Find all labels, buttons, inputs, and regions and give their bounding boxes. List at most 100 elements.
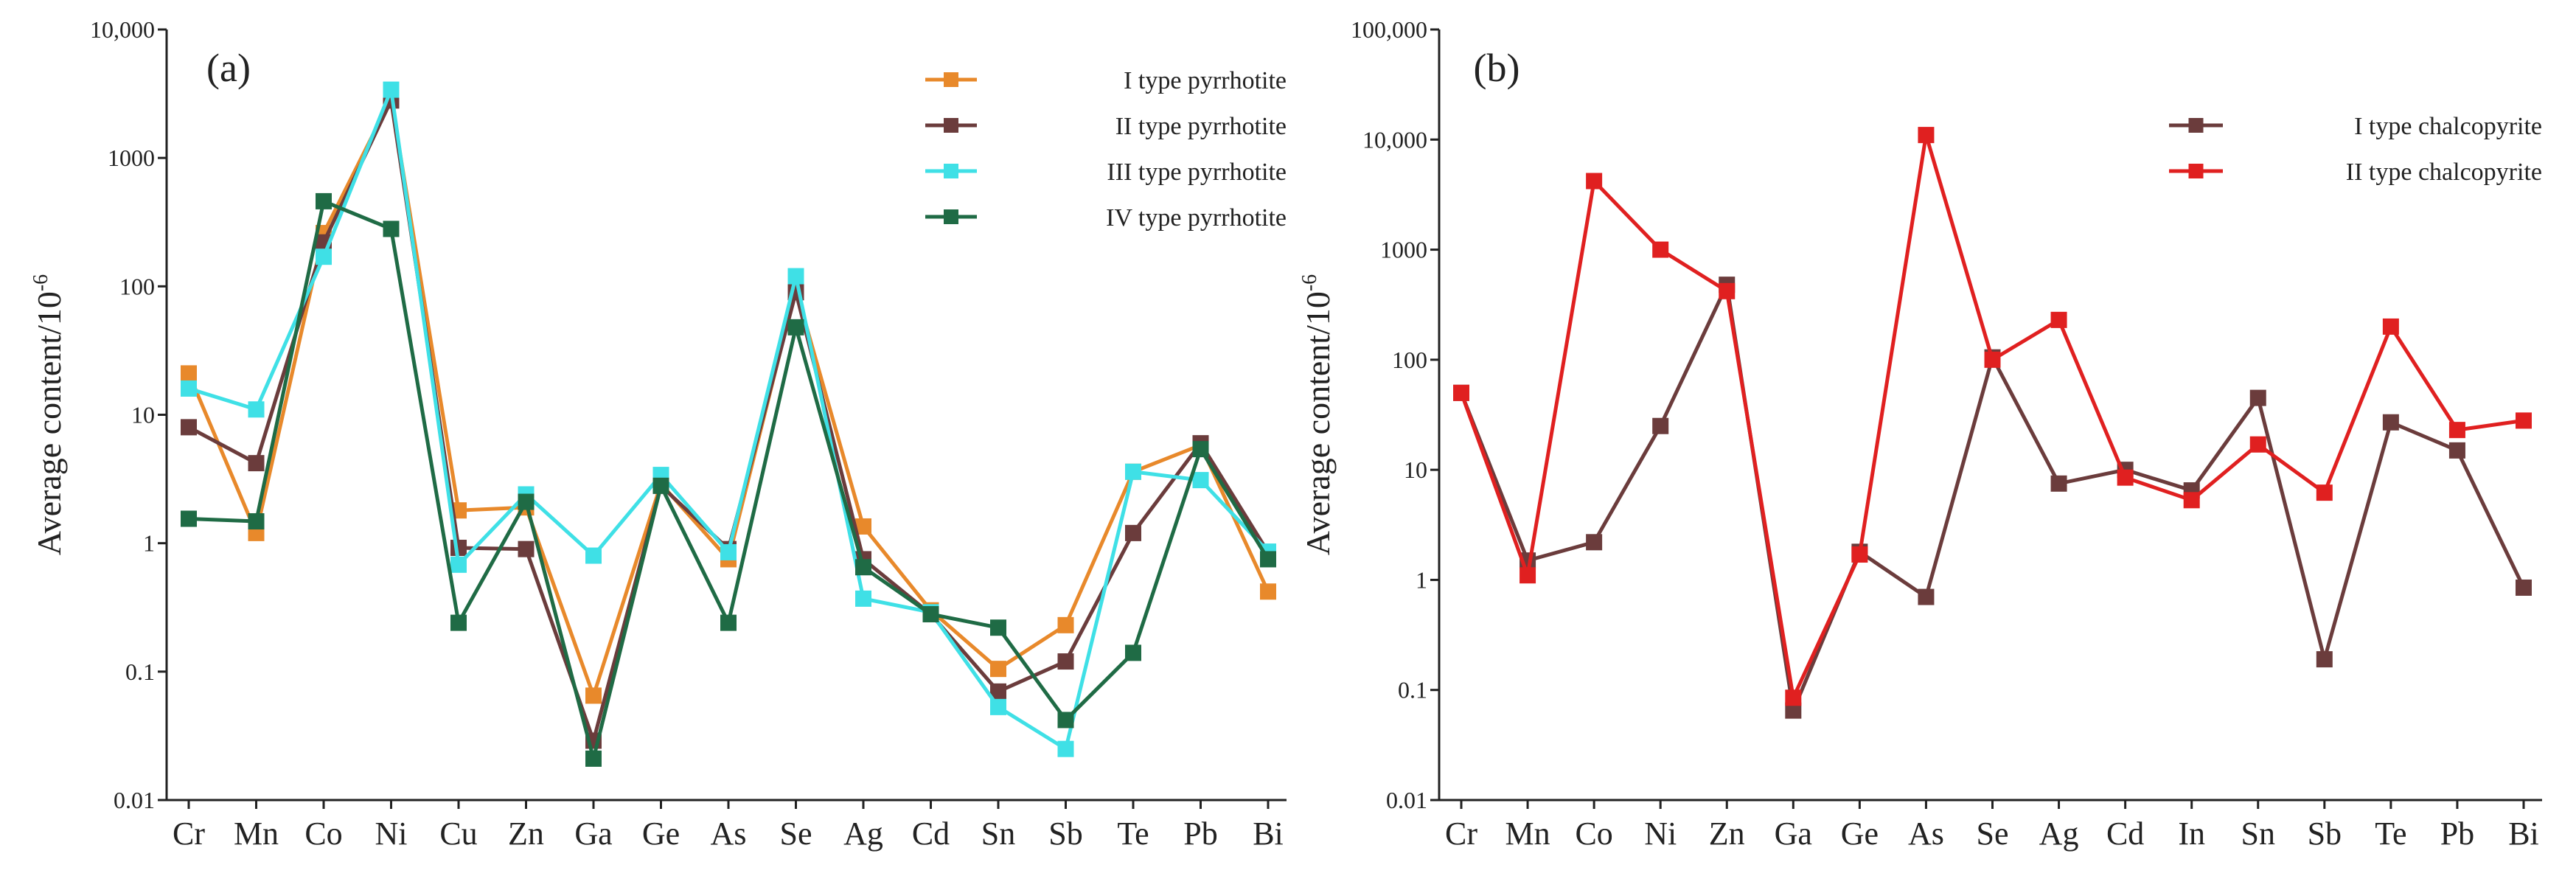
x-tick-label: Ge	[642, 816, 680, 852]
data-point	[585, 687, 602, 704]
legend-entry: II type chalcopyrite	[2169, 159, 2542, 186]
legend-swatch-marker	[2188, 164, 2204, 178]
legend-entry: IV type pyrrhotite	[925, 204, 1287, 232]
y-tick-label: 1000	[108, 145, 155, 171]
data-point	[652, 477, 669, 494]
data-point	[2050, 311, 2067, 328]
legend-label: IV type pyrrhotite	[1106, 204, 1287, 232]
data-point	[1851, 546, 1868, 563]
x-tick-label: Cu	[439, 816, 477, 852]
x-tick-label: Ag	[843, 816, 883, 852]
x-tick-label: Bi	[1253, 816, 1284, 852]
y-axis-label: Average content/10-6	[29, 274, 68, 555]
panel-label: (b)	[1474, 46, 1520, 90]
series-2	[1453, 127, 2532, 706]
data-point	[181, 380, 197, 397]
x-tick-label: Ga	[1775, 816, 1812, 852]
data-point	[585, 547, 602, 564]
y-tick-label: 0.01	[114, 787, 155, 813]
x-tick-label: Cd	[912, 816, 950, 852]
data-point	[2448, 442, 2465, 459]
legend-entry: II type pyrrhotite	[925, 113, 1287, 140]
data-point	[585, 750, 602, 767]
y-tick-label: 100,000	[1351, 16, 1427, 43]
data-point	[181, 510, 197, 527]
legend-swatch-marker	[944, 72, 958, 87]
x-tick-label: Co	[304, 816, 342, 852]
data-point	[248, 401, 265, 418]
x-tick-label: In	[2178, 816, 2205, 852]
x-tick-label: Cr	[173, 816, 205, 852]
x-tick-label: Se	[780, 816, 812, 852]
x-tick-label: Pb	[1183, 816, 1217, 852]
y-tick-label: 10	[131, 402, 155, 428]
data-point	[787, 319, 804, 336]
data-point	[1586, 173, 1603, 190]
data-point	[1918, 127, 1935, 144]
data-point	[383, 81, 400, 98]
data-point	[855, 590, 871, 607]
series-line	[1459, 282, 2526, 713]
series-line	[188, 199, 1270, 761]
data-point	[1918, 588, 1935, 605]
x-tick-label: Ga	[574, 816, 612, 852]
series-line	[1459, 133, 2524, 700]
data-point	[383, 220, 400, 237]
legend-swatch-marker	[944, 164, 958, 178]
y-tick-label: 100	[119, 273, 155, 299]
x-tick-label: Zn	[1709, 816, 1745, 852]
data-point	[1125, 524, 1141, 541]
data-point	[720, 614, 737, 631]
series-line	[187, 98, 1270, 743]
x-tick-label: Ni	[375, 816, 408, 852]
y-tick-label: 1000	[1380, 237, 1427, 263]
legend-label: III type pyrrhotite	[1107, 159, 1287, 186]
data-point	[720, 543, 737, 560]
x-tick-label: As	[711, 816, 747, 852]
legend-entry: I type pyrrhotite	[925, 67, 1287, 94]
x-tick-label: Cr	[1445, 816, 1477, 852]
data-point	[1057, 653, 1074, 670]
data-point	[1192, 472, 1209, 489]
data-point	[2117, 469, 2134, 486]
y-tick-label: 1	[1416, 566, 1427, 593]
x-tick-label: Se	[1977, 816, 2009, 852]
data-point	[855, 559, 871, 576]
data-point	[1586, 534, 1603, 551]
data-point	[1057, 616, 1074, 633]
legend-swatch-marker	[944, 209, 958, 224]
x-tick-label: Ag	[2039, 816, 2079, 852]
data-point	[2316, 484, 2333, 501]
data-point	[1984, 351, 2001, 368]
data-point	[1125, 644, 1141, 661]
x-tick-label: Ni	[1644, 816, 1677, 852]
series-1	[1453, 277, 2532, 719]
data-point	[2382, 414, 2399, 431]
legend-swatch-marker	[944, 118, 958, 133]
data-point	[990, 698, 1006, 715]
data-point	[316, 192, 332, 209]
data-point	[1520, 567, 1536, 584]
data-point	[2516, 412, 2532, 429]
data-point	[2316, 651, 2333, 668]
data-point	[1057, 740, 1074, 757]
data-point	[922, 605, 939, 622]
legend-entry: III type pyrrhotite	[925, 159, 1287, 186]
data-point	[1652, 417, 1669, 434]
data-point	[1719, 282, 1736, 299]
data-point	[990, 683, 1006, 700]
legend-label: II type chalcopyrite	[2346, 159, 2542, 186]
data-point	[1260, 583, 1276, 600]
data-point	[2249, 389, 2266, 406]
y-tick-label: 1	[143, 530, 155, 557]
x-tick-label: Ge	[1841, 816, 1879, 852]
y-tick-label: 0.01	[1386, 787, 1427, 813]
y-axis-label: Average content/10-6	[1298, 274, 1337, 555]
data-point	[1192, 441, 1209, 458]
y-tick-label: 10	[1404, 456, 1427, 483]
x-tick-label: Sn	[2241, 816, 2275, 852]
data-point	[518, 540, 535, 557]
x-tick-label: Co	[1575, 816, 1612, 852]
data-point	[2516, 579, 2532, 596]
